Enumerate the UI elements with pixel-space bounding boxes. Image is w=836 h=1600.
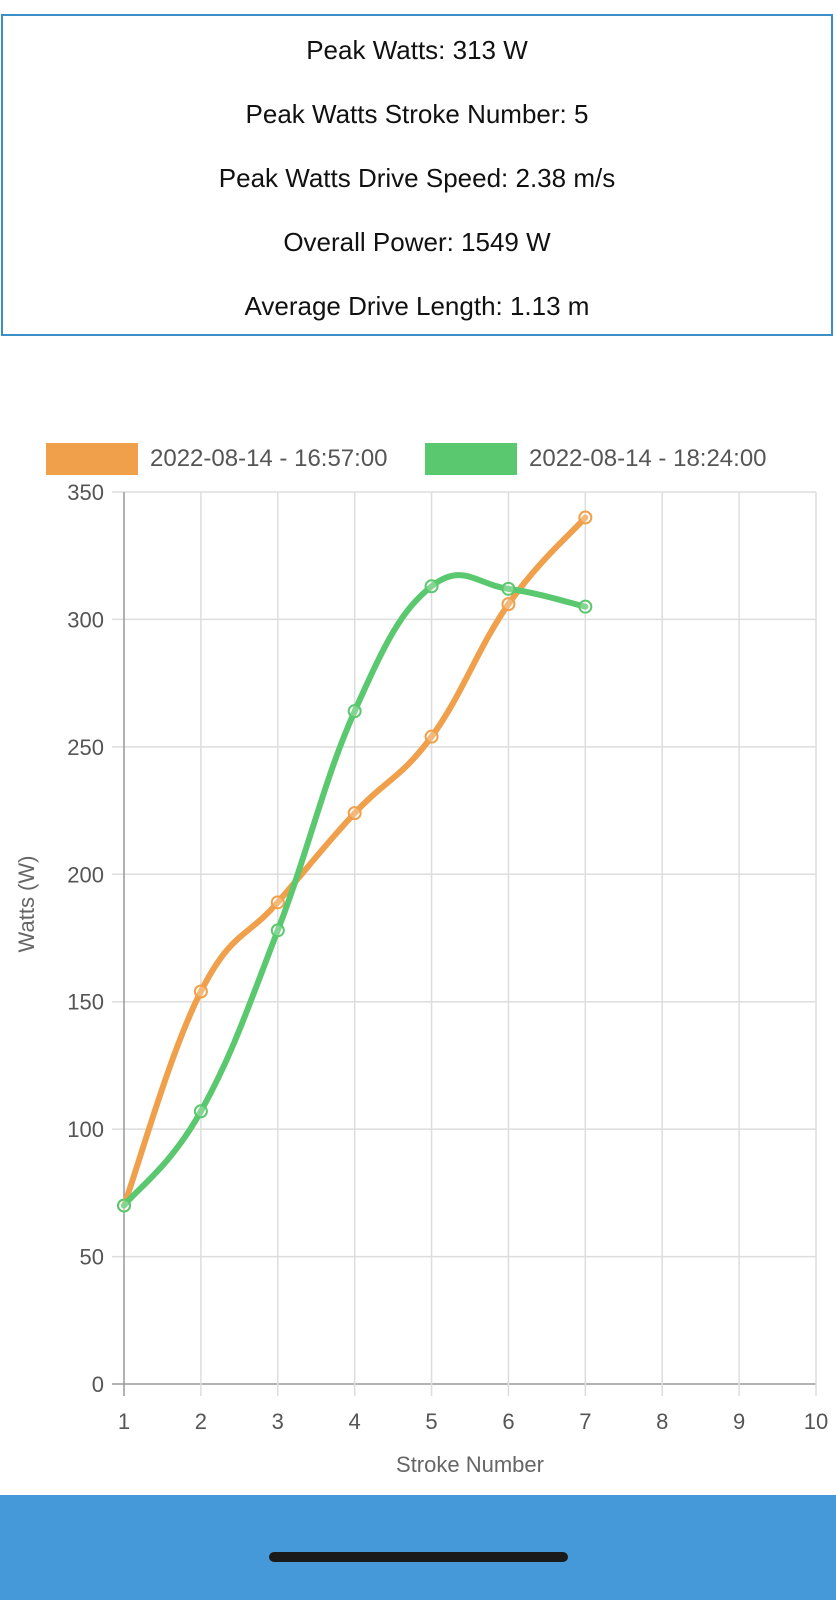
legend-label-series-2: 2022-08-14 - 18:24:00 <box>529 445 767 472</box>
y-tick-label: 100 <box>67 1117 104 1142</box>
data-point-series-2[interactable] <box>424 579 439 594</box>
x-tick-label: 7 <box>579 1409 591 1434</box>
legend-item-series-2[interactable]: 2022-08-14 - 18:24:00 <box>425 442 767 476</box>
legend-swatch-series-1 <box>46 443 138 475</box>
y-tick-label: 150 <box>67 990 104 1015</box>
y-tick-label: 200 <box>67 862 104 887</box>
x-tick-label: 2 <box>195 1409 207 1434</box>
y-tick-label: 0 <box>92 1372 104 1397</box>
x-tick-label: 9 <box>733 1409 745 1434</box>
peak-watts-text: Peak Watts: 313 W <box>306 35 528 65</box>
data-point-series-1[interactable] <box>501 597 516 612</box>
data-point-series-1[interactable] <box>270 895 285 910</box>
peak-watts-drive-speed-text: Peak Watts Drive Speed: 2.38 m/s <box>218 163 616 193</box>
data-point-series-1[interactable] <box>193 984 208 999</box>
series-line-2 <box>121 572 589 1209</box>
data-point-series-1[interactable] <box>578 510 593 525</box>
x-tick-label: 5 <box>425 1409 437 1434</box>
legend-label-series-1: 2022-08-14 - 16:57:00 <box>150 445 388 472</box>
data-point-series-2[interactable] <box>501 581 516 596</box>
y-tick-label: 300 <box>67 607 104 632</box>
x-axis-label: Stroke Number <box>396 1452 544 1477</box>
chart-grid <box>112 491 817 1396</box>
x-tick-label: 4 <box>349 1409 361 1434</box>
y-tick-label: 50 <box>80 1245 104 1270</box>
data-point-series-1[interactable] <box>347 806 362 821</box>
x-tick-label: 1 <box>118 1409 130 1434</box>
x-tick-label: 10 <box>804 1409 828 1434</box>
y-tick-label: 250 <box>67 735 104 760</box>
x-tick-label: 3 <box>272 1409 284 1434</box>
series-line-1 <box>121 514 589 1209</box>
y-axis-label: Watts (W) <box>14 856 39 953</box>
bottom-bar <box>0 1495 836 1600</box>
home-indicator[interactable] <box>269 1552 568 1562</box>
data-point-series-1[interactable] <box>424 729 439 744</box>
legend-item-series-1[interactable]: 2022-08-14 - 16:57:00 <box>46 442 388 476</box>
chart-axes: 0 50 100 150 200 250 300 350 1 2 3 4 5 6 7 8 9 10 <box>67 480 828 1434</box>
chart-plot: 0 50 100 150 200 250 300 350 1 2 3 4 5 6 7 8 9 10 Watts (… <box>14 480 828 1477</box>
data-point-series-2[interactable] <box>117 1198 131 1213</box>
power-chart: 2022-08-14 - 16:57:00 2022-08-14 - 18:24… <box>0 420 836 1490</box>
x-tick-label: 6 <box>502 1409 514 1434</box>
legend-swatch-series-2 <box>425 443 517 475</box>
data-point-series-2[interactable] <box>193 1104 208 1119</box>
y-tick-label: 350 <box>67 480 104 505</box>
stats-panel: Peak Watts: 313 W Peak Watts Stroke Numb… <box>1 14 833 336</box>
peak-watts-stroke-text: Peak Watts Stroke Number: 5 <box>245 99 589 129</box>
average-drive-length-text: Average Drive Length: 1.13 m <box>244 291 590 321</box>
data-point-series-2[interactable] <box>270 923 285 938</box>
chart-series <box>117 510 593 1213</box>
overall-power-text: Overall Power: 1549 W <box>283 227 551 257</box>
x-tick-label: 8 <box>656 1409 668 1434</box>
data-point-series-2[interactable] <box>578 599 593 614</box>
data-point-series-2[interactable] <box>347 704 362 719</box>
